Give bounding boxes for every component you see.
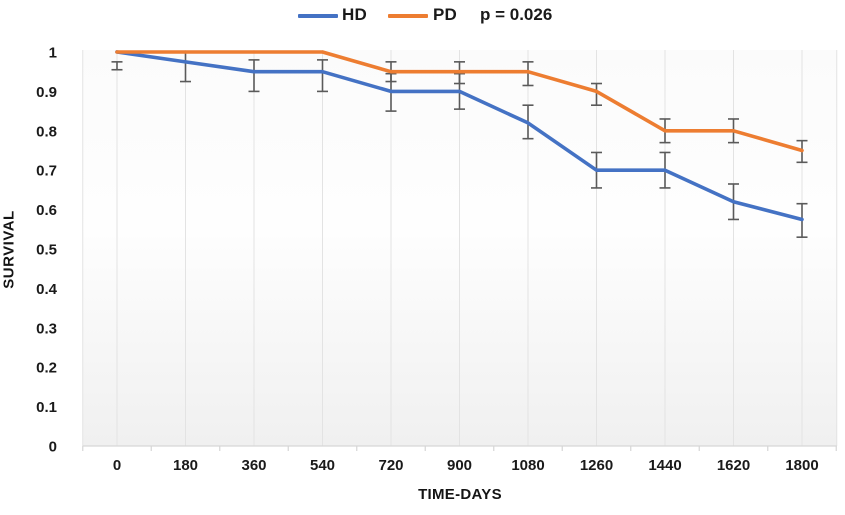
y-tick-label: 1 xyxy=(49,45,57,62)
y-tick-label: 0.9 xyxy=(36,84,57,101)
x-tick-label: 1260 xyxy=(580,457,613,474)
x-tick-label: 360 xyxy=(241,457,266,474)
x-tick-label: 900 xyxy=(447,457,472,474)
y-tick-label: 0 xyxy=(49,439,57,456)
x-axis-title: TIME-DAYS xyxy=(418,486,502,503)
y-axis-title: SURVIVAL xyxy=(0,210,18,289)
x-tick-label: 1440 xyxy=(648,457,681,474)
x-tick-label: 0 xyxy=(113,457,121,474)
x-tick-label: 1800 xyxy=(785,457,818,474)
hd-line xyxy=(115,50,804,222)
x-tick-label: 180 xyxy=(173,457,198,474)
y-tick-label: 0.5 xyxy=(36,242,57,259)
y-tick-label: 0.2 xyxy=(36,360,57,377)
y-tick-label: 0.3 xyxy=(36,320,57,337)
pd-legend-label: PD xyxy=(433,5,458,24)
x-tick-label: 1080 xyxy=(511,457,544,474)
hd-legend-label: HD xyxy=(342,5,367,24)
y-tick-label: 0.7 xyxy=(36,163,57,180)
y-tick-label: 0.4 xyxy=(36,281,58,298)
x-tick-label: 540 xyxy=(310,457,335,474)
y-tick-label: 0.1 xyxy=(36,399,57,416)
hd-legend-line-swatch xyxy=(298,14,338,18)
pd-line xyxy=(115,50,804,153)
p-value-annotation: p = 0.026 xyxy=(480,5,553,24)
y-tick-label: 0.6 xyxy=(36,202,57,219)
chart-legend: HD PD p = 0.026 xyxy=(0,0,845,30)
pd-legend-line-swatch xyxy=(388,14,428,18)
x-tick-label: 1620 xyxy=(717,457,750,474)
y-tick-label: 0.8 xyxy=(36,123,57,140)
x-tick-label: 720 xyxy=(378,457,403,474)
